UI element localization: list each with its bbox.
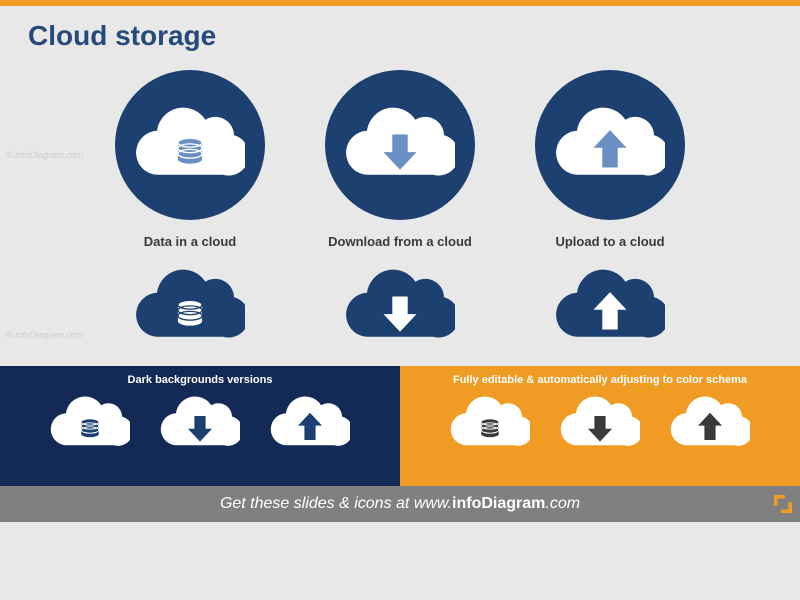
circle-data: [115, 70, 265, 220]
label-download: Download from a cloud: [325, 234, 475, 249]
watermark: © infoDiagram.com: [6, 330, 83, 340]
col-dark: Dark backgrounds versions: [0, 366, 400, 486]
watermark: © infoDiagram.com: [6, 150, 83, 160]
circle-icons-row: © infoDiagram.com: [0, 60, 800, 228]
footer: Get these slides & icons at www.infoDiag…: [0, 486, 800, 522]
labels-row: Data in a cloud Download from a cloud Uplo…: [0, 228, 800, 259]
plain-download: [325, 269, 475, 346]
orange-data: [450, 396, 530, 457]
col-orange: Fully editable & automatically adjusting…: [400, 366, 800, 486]
orange-download: [560, 396, 640, 457]
col-dark-icons: [50, 396, 350, 457]
circle-upload: [535, 70, 685, 220]
plain-upload: [535, 269, 685, 346]
plain-data: [115, 269, 265, 346]
orange-upload: [670, 396, 750, 457]
dark-download: [160, 396, 240, 457]
dark-upload: [270, 396, 350, 457]
footer-text: Get these slides & icons at www.infoDiag…: [220, 495, 580, 513]
col-orange-title: Fully editable & automatically adjusting…: [453, 374, 747, 386]
plain-icons-row: © infoDiagram.com: [0, 259, 800, 366]
label-data: Data in a cloud: [115, 234, 265, 249]
footer-corner-icon: [774, 495, 792, 513]
dark-data: [50, 396, 130, 457]
col-orange-icons: [450, 396, 750, 457]
circle-download: [325, 70, 475, 220]
label-upload: Upload to a cloud: [535, 234, 685, 249]
variant-cols: Dark backgrounds versions Fully editable…: [0, 366, 800, 486]
page-title: Cloud storage: [0, 6, 800, 60]
col-dark-title: Dark backgrounds versions: [128, 374, 273, 386]
